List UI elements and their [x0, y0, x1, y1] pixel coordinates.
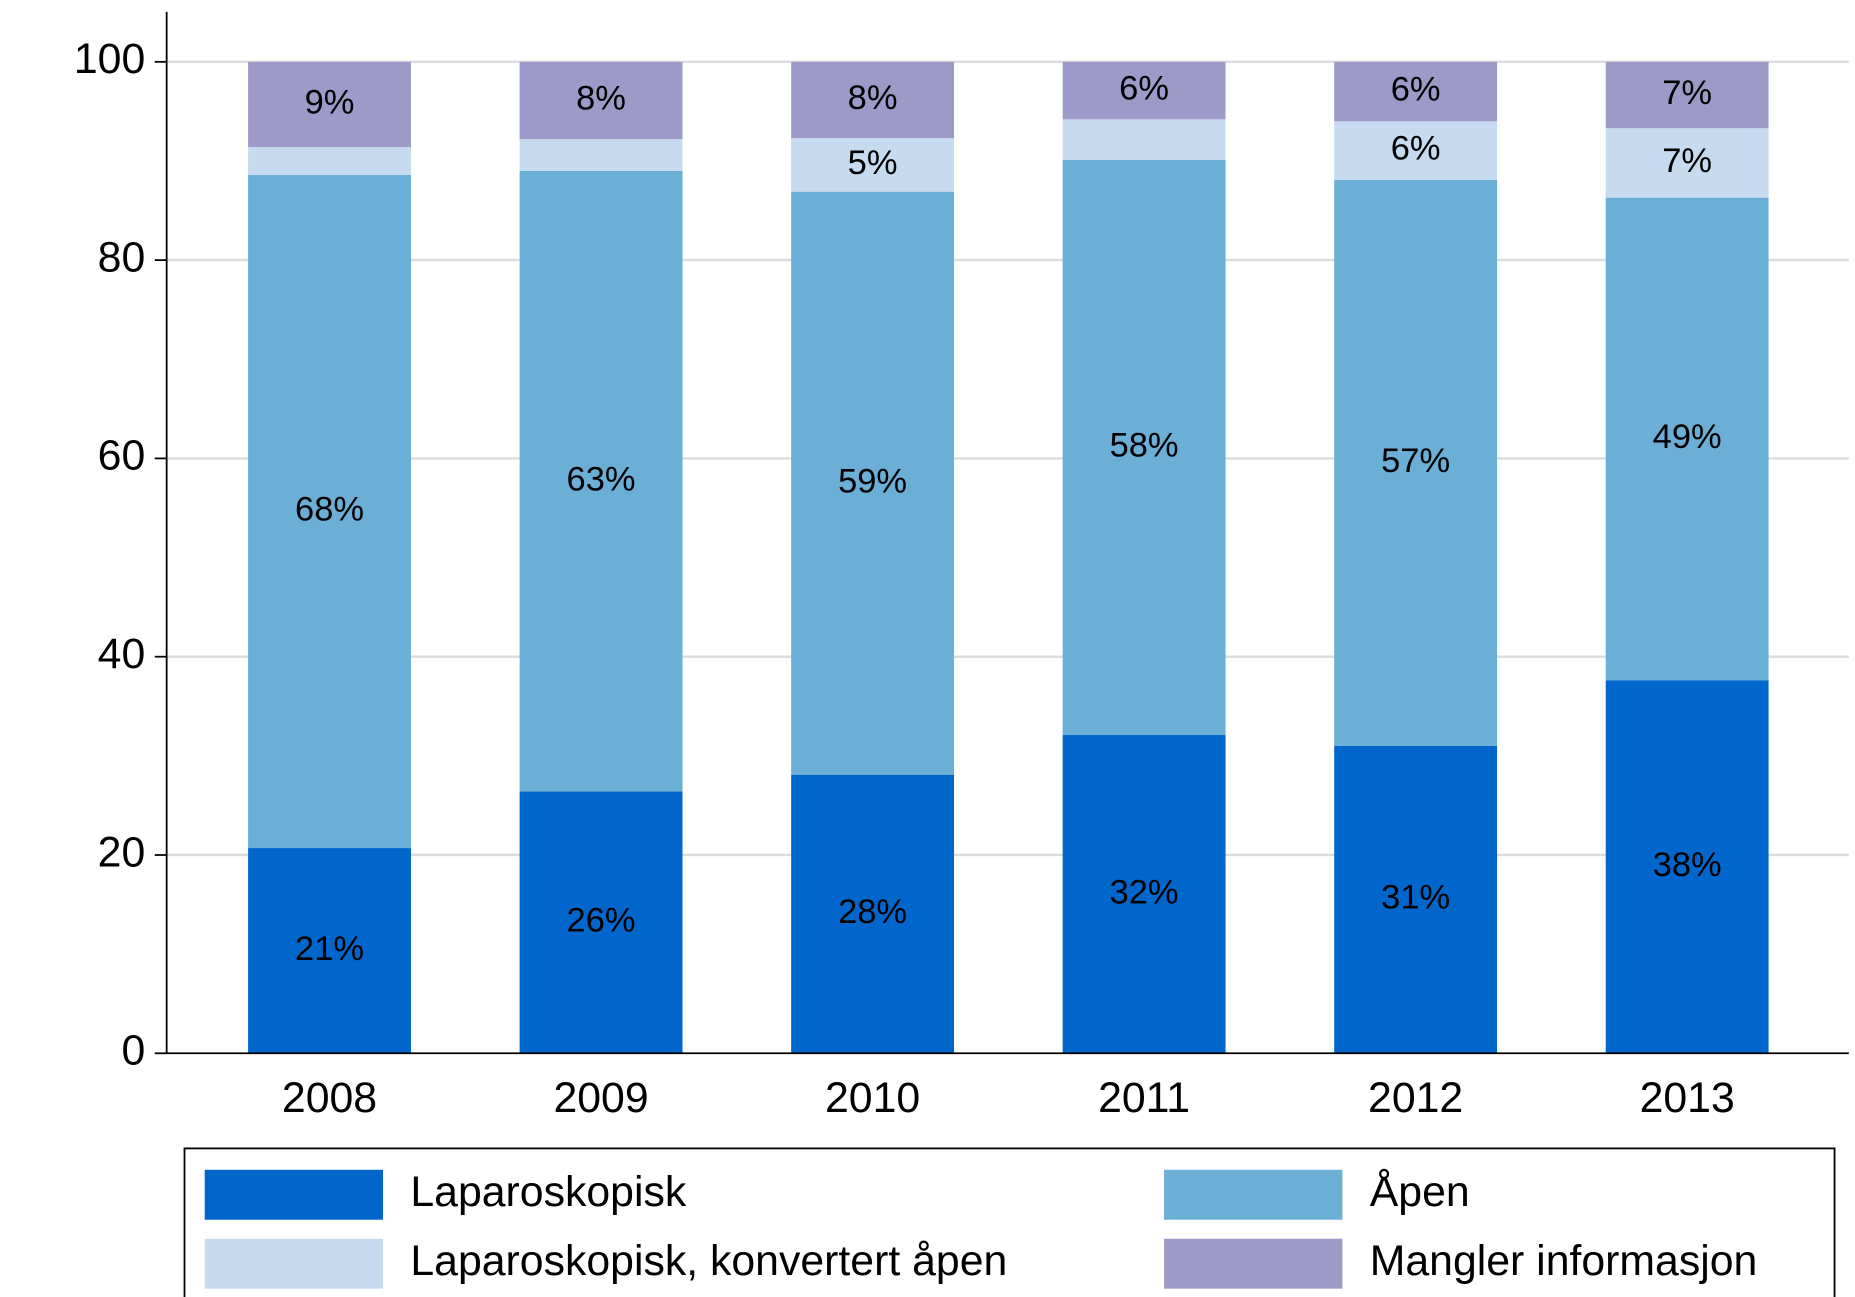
bar-segment — [1062, 119, 1226, 160]
x-tick-label: 2012 — [1368, 1074, 1463, 1122]
x-tick-label: 2010 — [825, 1074, 920, 1122]
legend-swatch — [204, 1238, 384, 1289]
bar-segment — [791, 191, 955, 775]
x-tick-label: 2013 — [1640, 1074, 1735, 1122]
value-label: 32% — [1110, 873, 1179, 911]
value-label: 63% — [567, 460, 636, 498]
x-tick-label: 2011 — [1098, 1074, 1190, 1122]
value-label: 31% — [1381, 879, 1450, 917]
legend-swatch — [1164, 1238, 1343, 1289]
value-label: 7% — [1662, 74, 1712, 112]
legend-label: Laparoskopisk — [410, 1168, 686, 1216]
legend-label: Mangler informasjon — [1370, 1237, 1758, 1285]
bar-segment — [248, 174, 411, 849]
value-label: 28% — [838, 893, 907, 931]
bar-segment — [1605, 680, 1769, 1054]
legend-label: Laparoskopisk, konvertert åpen — [410, 1237, 1007, 1285]
bar-segment — [519, 139, 683, 171]
legend-swatch — [1164, 1169, 1343, 1220]
x-tick-label: 2009 — [553, 1074, 648, 1122]
y-tick-label: 60 — [98, 432, 146, 480]
value-label: 6% — [1391, 130, 1441, 168]
bar-segment — [1334, 61, 1498, 122]
value-label: 7% — [1662, 142, 1712, 180]
bar-segment — [791, 774, 955, 1054]
legend-swatch — [204, 1169, 384, 1220]
y-tick-label: 40 — [98, 630, 146, 678]
value-label: 8% — [576, 80, 626, 118]
bar-segment — [519, 170, 683, 792]
bar-segment — [248, 147, 411, 175]
bar-segment — [1062, 61, 1226, 120]
bar-segment — [519, 791, 683, 1054]
bar-segment — [248, 61, 411, 148]
value-label: 6% — [1119, 70, 1169, 108]
bar-segment — [1334, 179, 1498, 746]
value-label: 59% — [838, 462, 907, 500]
y-tick-label: 0 — [121, 1027, 145, 1075]
bar-segment — [1605, 128, 1769, 198]
bar-segment — [1605, 61, 1769, 129]
bar-segment — [1062, 159, 1226, 736]
value-label: 68% — [295, 491, 364, 529]
x-tick-label: 2008 — [282, 1074, 377, 1122]
bar-segment — [791, 61, 955, 139]
y-tick-label: 20 — [98, 828, 146, 876]
bar-segment — [1334, 121, 1498, 180]
value-label: 57% — [1381, 442, 1450, 480]
legend-box — [183, 1147, 1836, 1297]
value-label: 9% — [305, 84, 355, 122]
bar-segment — [519, 61, 683, 140]
value-label: 6% — [1391, 71, 1441, 109]
bar-segment — [791, 138, 955, 192]
value-label: 21% — [295, 930, 364, 968]
value-label: 26% — [567, 902, 636, 940]
value-label: 38% — [1653, 846, 1722, 884]
bar-segment — [1605, 197, 1769, 681]
bar-segment — [1334, 745, 1498, 1054]
value-label: 5% — [848, 144, 898, 182]
bar-segment — [1062, 735, 1226, 1054]
value-label: 8% — [848, 79, 898, 117]
value-label: 58% — [1110, 427, 1179, 465]
legend-label: Åpen — [1370, 1168, 1470, 1216]
bar-segment — [248, 848, 411, 1054]
value-label: 49% — [1653, 418, 1722, 456]
y-tick-label: 80 — [98, 233, 146, 281]
y-tick-label: 100 — [74, 35, 145, 83]
